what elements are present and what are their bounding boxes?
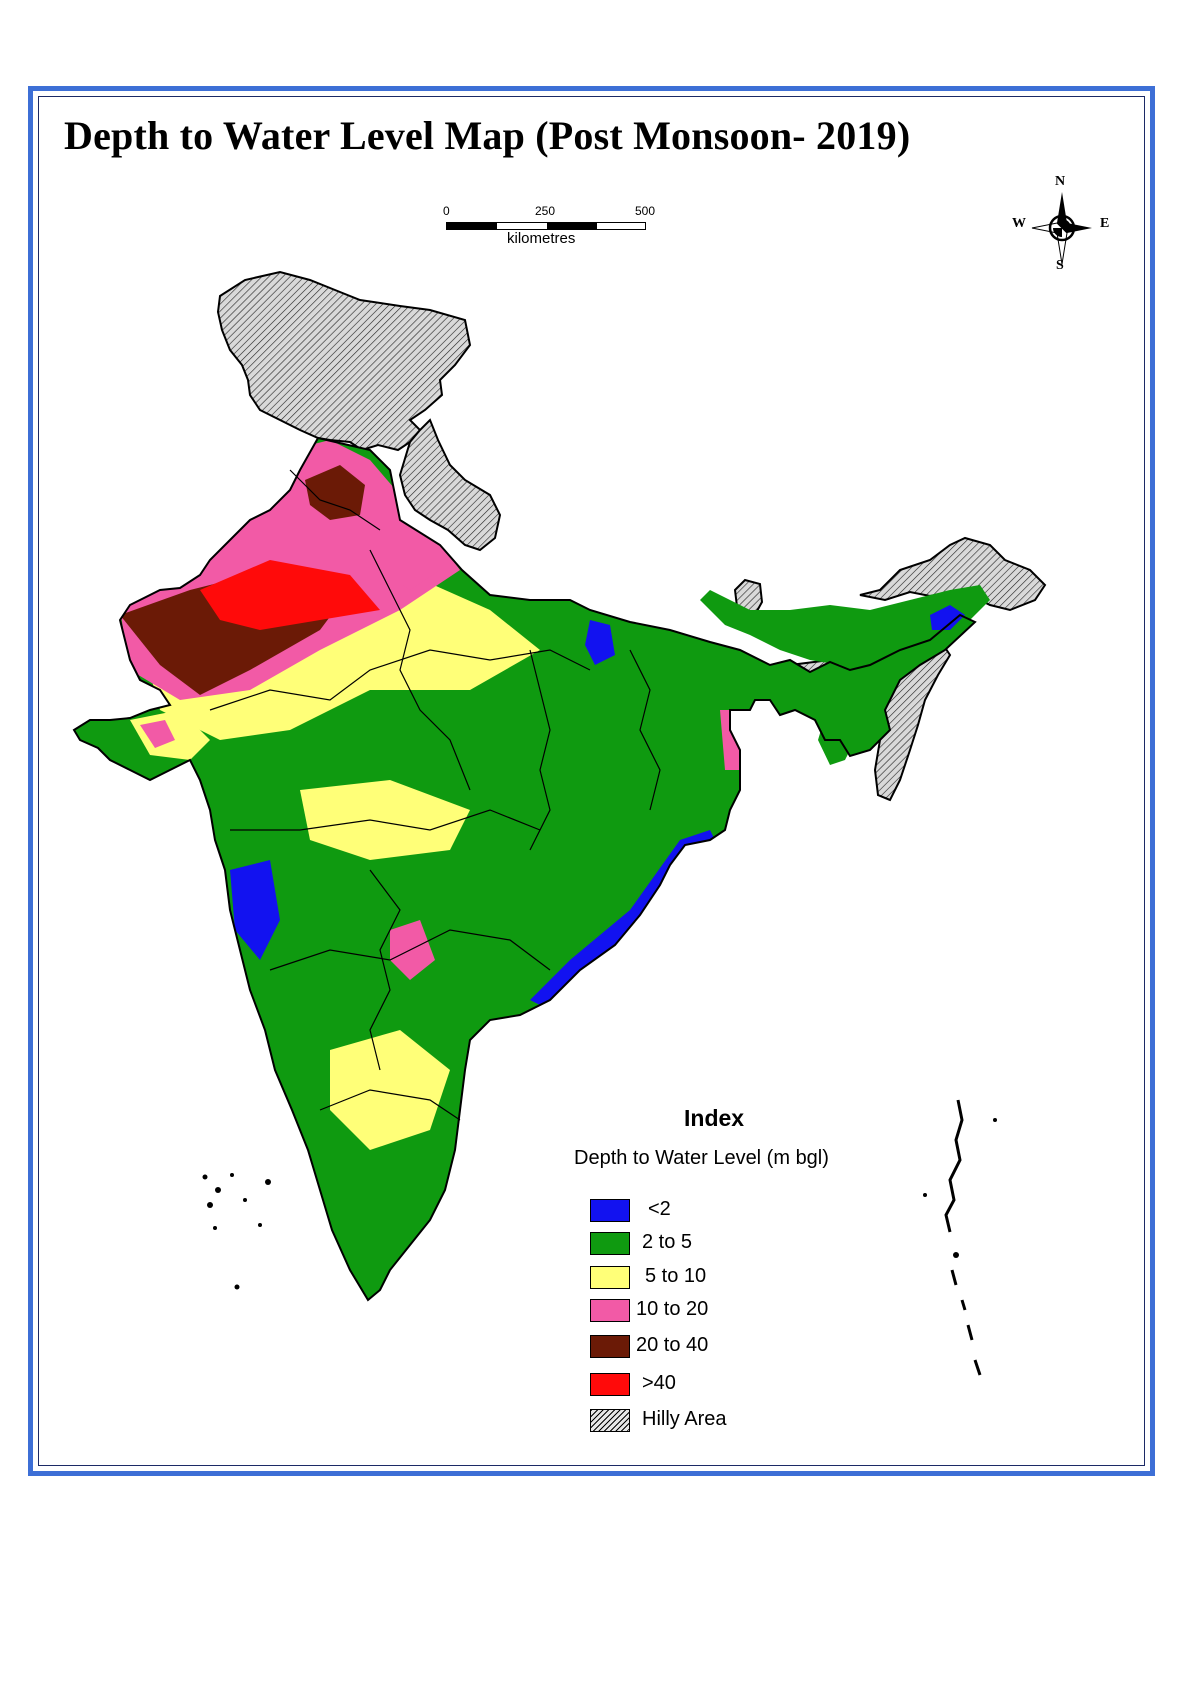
legend-subtitle: Depth to Water Level (m bgl) xyxy=(574,1147,829,1169)
island xyxy=(993,1118,997,1122)
north-arrow: N S W E xyxy=(1012,174,1112,276)
lakshadweep-islands xyxy=(202,1173,271,1290)
zone-5-to-10-south xyxy=(330,1030,450,1150)
island xyxy=(265,1179,271,1185)
scale-bar: 0 250 500 kilometres xyxy=(440,204,655,260)
island xyxy=(258,1223,262,1227)
map-title: Depth to Water Level Map (Post Monsoon- … xyxy=(64,113,911,158)
scale-bar-segment xyxy=(547,223,597,229)
legend-swatch xyxy=(590,1335,630,1358)
scale-tick-0: 0 xyxy=(443,204,450,218)
hilly-area-uttarakhand xyxy=(398,418,502,552)
small-islands-east xyxy=(923,1118,997,1258)
island xyxy=(243,1198,247,1202)
legend-label: <2 xyxy=(648,1198,671,1220)
state-boundary xyxy=(209,649,591,711)
island xyxy=(207,1202,213,1208)
legend-swatch xyxy=(590,1373,630,1396)
map-frame-inner-border xyxy=(38,96,1145,1466)
state-boundary xyxy=(319,1089,461,1121)
scale-tick-250: 250 xyxy=(535,204,556,218)
island xyxy=(202,1174,208,1180)
state-boundary xyxy=(529,649,551,851)
state-boundary xyxy=(369,869,401,1071)
island xyxy=(215,1187,221,1193)
legend-label: 2 to 5 xyxy=(642,1231,693,1253)
state-boundary xyxy=(369,549,471,791)
andaman-islands xyxy=(944,1099,964,1233)
zone-10-to-20-south xyxy=(390,920,435,980)
island xyxy=(234,1284,240,1290)
island xyxy=(953,1252,959,1258)
legend-title: Index xyxy=(684,1105,745,1131)
scale-bar-graphic xyxy=(446,222,646,230)
zone-lt-2-west-coast xyxy=(230,860,280,960)
zone-10-to-20-up xyxy=(370,530,440,590)
legend-swatch xyxy=(590,1299,630,1322)
legend-label: 5 to 10 xyxy=(645,1265,707,1287)
nicobar-islands xyxy=(950,1269,982,1376)
east-label: E xyxy=(1100,216,1110,231)
north-label: N xyxy=(1055,174,1066,189)
india-map xyxy=(73,270,1047,1376)
zone-5-to-10-central xyxy=(300,780,470,860)
andaman-nicobar-islands xyxy=(944,1099,982,1376)
zone-10-to-20-gujarat xyxy=(140,720,175,748)
compass-rose-icon xyxy=(1031,192,1092,265)
state-boundary xyxy=(269,929,551,971)
zone-lt-2-ganga xyxy=(585,620,615,665)
island xyxy=(230,1173,234,1177)
zone-gt-40 xyxy=(200,560,380,630)
scale-tick-500: 500 xyxy=(635,204,656,218)
legend-label: >40 xyxy=(642,1372,676,1394)
zone-20-to-40-punjab xyxy=(305,465,365,520)
island xyxy=(923,1193,927,1197)
west-label: W xyxy=(1012,216,1026,231)
legend-swatch xyxy=(590,1266,630,1289)
map-legend: Index Depth to Water Level (m bgl) <2 2 … xyxy=(570,1105,890,1445)
state-boundary xyxy=(629,649,661,811)
legend-swatch-hatched xyxy=(590,1409,630,1432)
legend-label: 20 to 40 xyxy=(636,1334,709,1356)
state-boundary xyxy=(289,469,381,531)
south-label: S xyxy=(1056,258,1064,273)
legend-label: 10 to 20 xyxy=(636,1298,709,1320)
legend-swatch xyxy=(590,1232,630,1255)
island xyxy=(213,1226,217,1230)
scale-unit-label: kilometres xyxy=(507,230,576,247)
scale-bar-segment xyxy=(447,223,497,229)
legend-swatch xyxy=(590,1199,630,1222)
zone-lt-2-assam xyxy=(930,605,965,630)
legend-label: Hilly Area xyxy=(642,1408,727,1430)
state-boundaries xyxy=(209,469,661,1121)
state-boundary xyxy=(230,809,541,831)
